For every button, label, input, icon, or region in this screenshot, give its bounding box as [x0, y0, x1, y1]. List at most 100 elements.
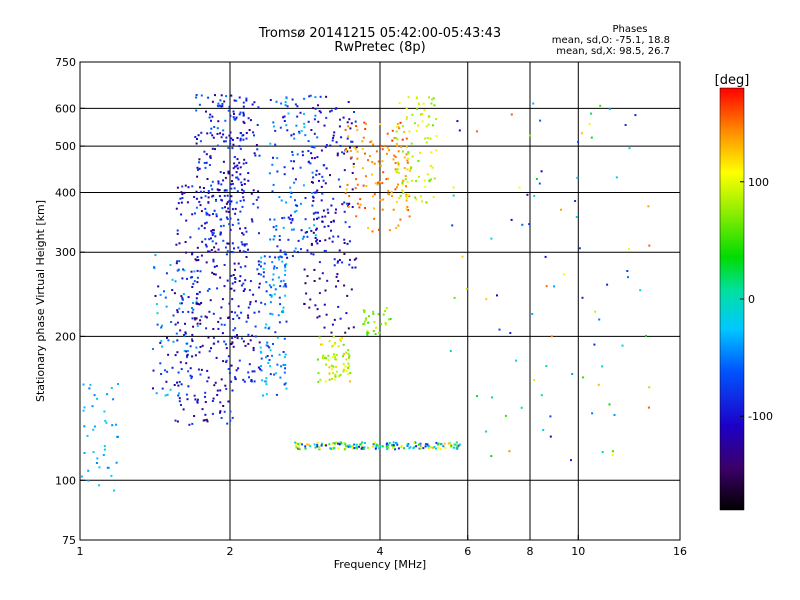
data-point [234, 165, 237, 168]
x-axis-ticks: 1 2 4 6 8 10 16 [77, 535, 687, 558]
data-point [274, 143, 277, 146]
data-point [359, 198, 362, 201]
data-point [394, 169, 397, 172]
data-point [245, 256, 248, 258]
data-point [628, 147, 631, 150]
data-point [363, 446, 366, 449]
data-point [330, 204, 333, 207]
data-point [318, 446, 321, 449]
data-point [314, 446, 317, 449]
data-point [196, 281, 199, 284]
data-point [377, 181, 379, 184]
data-point [378, 181, 381, 183]
data-point [348, 263, 351, 266]
data-point [268, 284, 271, 287]
data-point [237, 218, 240, 221]
data-point [218, 104, 221, 107]
data-point [224, 343, 227, 346]
data-point [278, 321, 281, 324]
data-point [360, 444, 363, 447]
data-point [224, 206, 226, 209]
data-point [164, 369, 166, 372]
data-point [335, 365, 338, 368]
data-point [194, 354, 197, 357]
data-point [345, 312, 348, 315]
data-point [287, 112, 290, 115]
data-point [274, 288, 277, 291]
data-point [176, 339, 179, 342]
data-point [214, 250, 217, 253]
data-point [217, 120, 220, 123]
data-point [449, 446, 452, 449]
data-point [176, 420, 179, 423]
data-point [390, 191, 393, 194]
data-point [239, 137, 242, 140]
data-point [242, 378, 245, 381]
data-point [234, 268, 236, 271]
data-point [321, 272, 324, 275]
data-point [206, 178, 209, 180]
data-point [176, 260, 179, 263]
data-point [236, 164, 239, 167]
data-point [222, 224, 225, 227]
data-point [206, 420, 209, 423]
data-point [324, 182, 327, 185]
data-point [352, 326, 355, 329]
data-point [647, 406, 650, 409]
data-point [423, 109, 426, 112]
data-point [211, 400, 214, 402]
data-point [335, 441, 338, 444]
data-point [220, 378, 223, 381]
data-point [294, 444, 297, 447]
data-point [386, 132, 389, 135]
data-point [364, 122, 367, 125]
data-point [327, 225, 330, 228]
data-point [166, 393, 169, 396]
data-point [280, 256, 283, 259]
data-point [180, 383, 183, 386]
data-point [347, 349, 350, 352]
data-point [316, 189, 319, 192]
data-point [331, 447, 334, 449]
data-point [205, 418, 208, 421]
data-point [320, 343, 322, 346]
data-point [456, 120, 459, 123]
data-point [165, 272, 168, 275]
data-point [295, 209, 298, 212]
data-point [325, 116, 328, 119]
data-point [371, 173, 373, 176]
data-point [425, 141, 428, 144]
data-point [191, 317, 194, 320]
data-point [298, 130, 301, 133]
data-point [371, 161, 374, 163]
data-point [257, 106, 260, 109]
data-point [318, 173, 321, 176]
data-point [240, 284, 243, 287]
data-point [339, 338, 341, 341]
data-point [284, 294, 287, 297]
data-point [269, 301, 272, 304]
data-point [337, 447, 340, 450]
data-point [361, 140, 364, 143]
data-point [378, 228, 380, 231]
data-point [224, 176, 227, 179]
data-point [338, 443, 341, 446]
data-point [242, 114, 245, 117]
data-point [410, 142, 413, 145]
data-point [397, 447, 400, 450]
data-point [209, 113, 212, 116]
data-point [325, 95, 328, 98]
data-point [173, 384, 176, 386]
data-point [367, 226, 370, 229]
data-point [176, 232, 179, 235]
data-point [318, 261, 321, 264]
data-point [279, 255, 282, 258]
data-point [345, 351, 348, 354]
data-point [205, 221, 208, 224]
data-point [282, 226, 285, 229]
data-point [181, 197, 184, 199]
data-point [353, 111, 355, 113]
data-point [386, 442, 389, 445]
data-point [353, 258, 356, 261]
data-point [347, 445, 350, 448]
